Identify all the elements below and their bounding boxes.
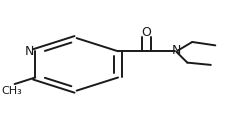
Text: N: N [172,44,181,57]
Text: N: N [25,45,34,58]
Text: CH₃: CH₃ [2,86,22,96]
Text: O: O [142,26,152,39]
